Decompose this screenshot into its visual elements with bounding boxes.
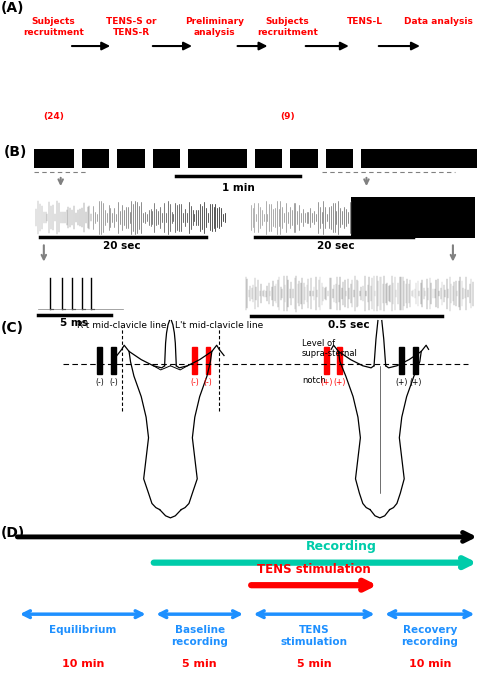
Text: 10 min: 10 min: [409, 659, 451, 669]
Bar: [353, 149, 361, 168]
Text: Subjects
recruitment: Subjects recruitment: [257, 17, 318, 37]
Text: (B): (B): [3, 145, 27, 160]
Bar: [247, 149, 255, 168]
Text: (9): (9): [280, 112, 295, 121]
Bar: [324, 347, 329, 374]
Text: Level of
supra-sternal: Level of supra-sternal: [302, 339, 358, 358]
Text: (+): (+): [395, 378, 408, 387]
Text: L't mid-clavicle line: L't mid-clavicle line: [175, 321, 263, 329]
Bar: [337, 347, 342, 374]
Bar: [145, 149, 153, 168]
Bar: [413, 347, 418, 374]
Bar: [282, 149, 290, 168]
Text: (24): (24): [43, 112, 64, 121]
Bar: [399, 347, 404, 374]
Text: 5 min: 5 min: [182, 659, 217, 669]
Text: TENS-L: TENS-L: [347, 17, 383, 26]
Bar: [180, 149, 188, 168]
Text: (C): (C): [1, 321, 24, 334]
Bar: [352, 197, 475, 238]
Text: 20 sec: 20 sec: [317, 240, 354, 251]
Bar: [74, 149, 82, 168]
Text: Preliminary
analysis: Preliminary analysis: [185, 17, 244, 37]
Text: 5 ms: 5 ms: [60, 318, 88, 328]
Text: TENS
stimulation: TENS stimulation: [281, 625, 348, 647]
Text: Recovery
recording: Recovery recording: [401, 625, 458, 647]
Bar: [318, 149, 326, 168]
Text: (-): (-): [109, 378, 118, 387]
Text: (+): (+): [320, 378, 333, 387]
Text: notch: notch: [302, 376, 326, 385]
Text: (+): (+): [334, 378, 346, 387]
Text: Equilibrium: Equilibrium: [49, 625, 116, 636]
Text: Baseline
recording: Baseline recording: [171, 625, 228, 647]
Bar: [206, 347, 210, 374]
Text: Data analysis: Data analysis: [404, 17, 473, 26]
Text: Recording: Recording: [305, 540, 376, 553]
Text: (-): (-): [204, 378, 212, 387]
Text: 1 min: 1 min: [222, 183, 254, 192]
Text: TENS stimulation: TENS stimulation: [257, 562, 371, 575]
Text: Subjects
recruitment: Subjects recruitment: [23, 17, 84, 37]
Text: 5 min: 5 min: [297, 659, 332, 669]
Text: R't mid-clavicle line: R't mid-clavicle line: [77, 321, 167, 329]
Text: TENS-S or
TENS-R: TENS-S or TENS-R: [106, 17, 157, 37]
Text: 0.5 sec: 0.5 sec: [328, 319, 370, 329]
Bar: [192, 347, 197, 374]
Text: (-): (-): [95, 378, 104, 387]
Bar: [111, 347, 116, 374]
Bar: [97, 347, 102, 374]
Text: 10 min: 10 min: [61, 659, 104, 669]
Text: 20 sec: 20 sec: [103, 240, 141, 251]
Bar: [110, 149, 117, 168]
Text: (-): (-): [190, 378, 199, 387]
Text: (A): (A): [1, 1, 24, 16]
Text: (+): (+): [409, 378, 422, 387]
Text: (D): (D): [1, 525, 25, 540]
